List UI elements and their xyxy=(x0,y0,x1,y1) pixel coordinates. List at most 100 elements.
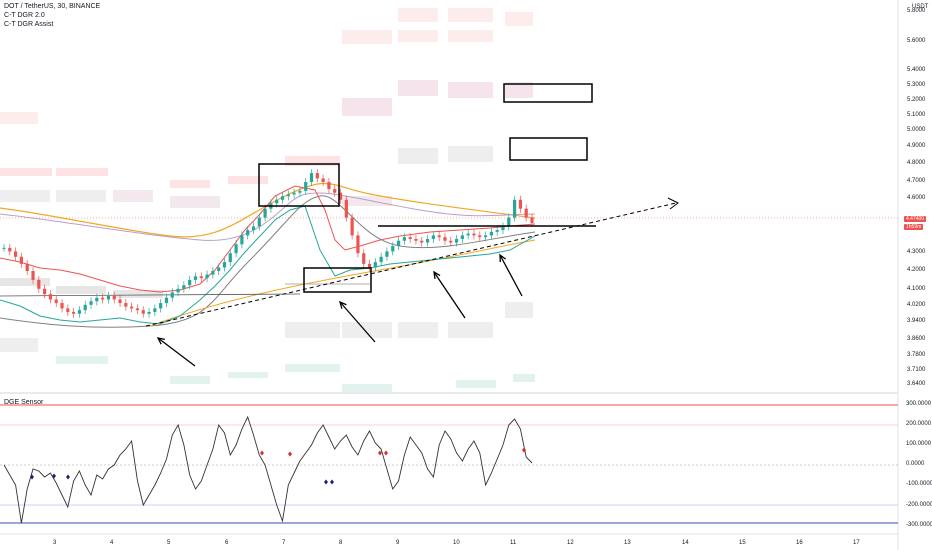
candle-body xyxy=(54,299,58,304)
candle-body xyxy=(338,192,343,200)
signal-diamond xyxy=(52,473,56,479)
candle-body xyxy=(367,263,372,268)
zone xyxy=(285,156,340,166)
candle-body xyxy=(472,233,476,236)
zone xyxy=(342,98,392,116)
time-tick-label: 16 xyxy=(796,540,803,546)
time-tick-label: 5 xyxy=(167,540,171,546)
candle-body xyxy=(530,217,534,223)
candle-body xyxy=(130,306,134,309)
zone xyxy=(0,190,50,202)
candle-body xyxy=(489,231,493,236)
zone xyxy=(342,384,392,392)
candle-body xyxy=(327,182,331,190)
countdown-tag: 1h59m xyxy=(904,224,924,230)
moving-average-purple xyxy=(0,192,536,241)
price-tick-label: 5.3000 xyxy=(907,82,926,88)
candle-body xyxy=(275,199,279,204)
candle-body xyxy=(141,310,145,314)
zone xyxy=(513,374,535,382)
time-tick-label: 10 xyxy=(453,540,460,546)
candle-body xyxy=(240,235,244,245)
candle-body xyxy=(257,217,261,227)
oscillator-legend[interactable]: DGE Sensor xyxy=(4,398,43,407)
candle-body xyxy=(118,299,122,304)
indicator-legend-2[interactable]: C-T DGR Assist xyxy=(4,21,54,28)
zone xyxy=(285,322,340,338)
oscillator-title[interactable]: DGE Sensor xyxy=(4,399,44,406)
time-tick-label: 14 xyxy=(682,540,689,546)
pointer-arrow-head xyxy=(339,300,347,309)
candle-body xyxy=(478,235,482,238)
candle-body xyxy=(414,238,418,241)
candle-body xyxy=(72,311,76,314)
candle-body xyxy=(379,256,383,263)
highlight-box xyxy=(509,137,588,161)
oscillator-tick-label: 200.0000 xyxy=(906,421,932,427)
candle-body xyxy=(48,294,53,300)
price-tick-label: 4.1000 xyxy=(907,286,926,292)
zone xyxy=(398,148,438,164)
symbol-title[interactable]: DOT / TetherUS, 30, BINANCE xyxy=(4,3,101,10)
time-tick-label: 12 xyxy=(567,540,574,546)
candle-body xyxy=(449,240,453,243)
candle-body xyxy=(159,303,163,309)
symbol-legend[interactable]: DOT / TetherUS, 30, BINANCE C-T DGR 2.0 … xyxy=(4,2,100,29)
candle-body xyxy=(37,279,41,289)
price-tick-label: 4.9000 xyxy=(907,143,926,149)
pointer-arrow-head xyxy=(156,337,165,345)
price-tick-label: 4.6000 xyxy=(907,195,926,201)
oscillator-tick-label: -200.0000 xyxy=(906,502,932,508)
candle-body xyxy=(153,308,157,312)
annotations xyxy=(145,83,679,367)
zone xyxy=(285,364,340,372)
candle-body xyxy=(228,253,232,263)
candle-body xyxy=(495,230,499,232)
candle-body xyxy=(251,226,256,231)
candle-body xyxy=(188,279,192,286)
price-tick-label: 5.4000 xyxy=(907,67,926,73)
candle-body xyxy=(333,189,337,193)
candle-body xyxy=(19,256,24,264)
time-tick-label: 8 xyxy=(339,540,343,546)
candle-body xyxy=(315,173,319,179)
price-tick-label: 4.3000 xyxy=(907,249,926,255)
candle-body xyxy=(83,304,87,311)
candle-body xyxy=(431,235,435,239)
pointer-arrow-head xyxy=(433,270,441,280)
candle-body xyxy=(43,288,47,295)
signal-diamond xyxy=(260,450,264,456)
zone xyxy=(0,278,50,286)
candle-body xyxy=(234,244,238,254)
time-tick-label: 15 xyxy=(739,540,746,546)
signal-diamond xyxy=(522,447,526,453)
time-tick-label: 3 xyxy=(53,540,57,546)
price-tick-label: 4.8000 xyxy=(907,160,926,166)
candle-body xyxy=(362,253,366,264)
candle-body xyxy=(170,292,174,298)
oscillator-tick-label: 100.0000 xyxy=(906,441,932,447)
indicator-legend-1[interactable]: C-T DGR 2.0 xyxy=(4,12,45,19)
time-tick-label: 13 xyxy=(624,540,631,546)
candle-body xyxy=(391,246,395,252)
zone xyxy=(342,196,392,206)
price-tick-label: 3.7800 xyxy=(907,352,926,358)
candle-body xyxy=(425,238,430,243)
zone xyxy=(228,176,268,184)
zone xyxy=(0,112,38,124)
candle-body xyxy=(31,271,35,280)
zone xyxy=(56,286,106,294)
signal-diamond xyxy=(288,451,292,457)
candle-body xyxy=(507,217,511,227)
moving-average-orange xyxy=(0,182,536,238)
signal-diamond xyxy=(378,450,382,456)
candle-body xyxy=(460,235,464,239)
candle-body xyxy=(60,303,64,309)
time-tick-label: 4 xyxy=(110,540,114,546)
zone xyxy=(342,322,392,338)
candle-body xyxy=(304,182,308,191)
zone xyxy=(448,82,493,98)
candle-body xyxy=(77,310,82,314)
zone xyxy=(0,338,38,352)
